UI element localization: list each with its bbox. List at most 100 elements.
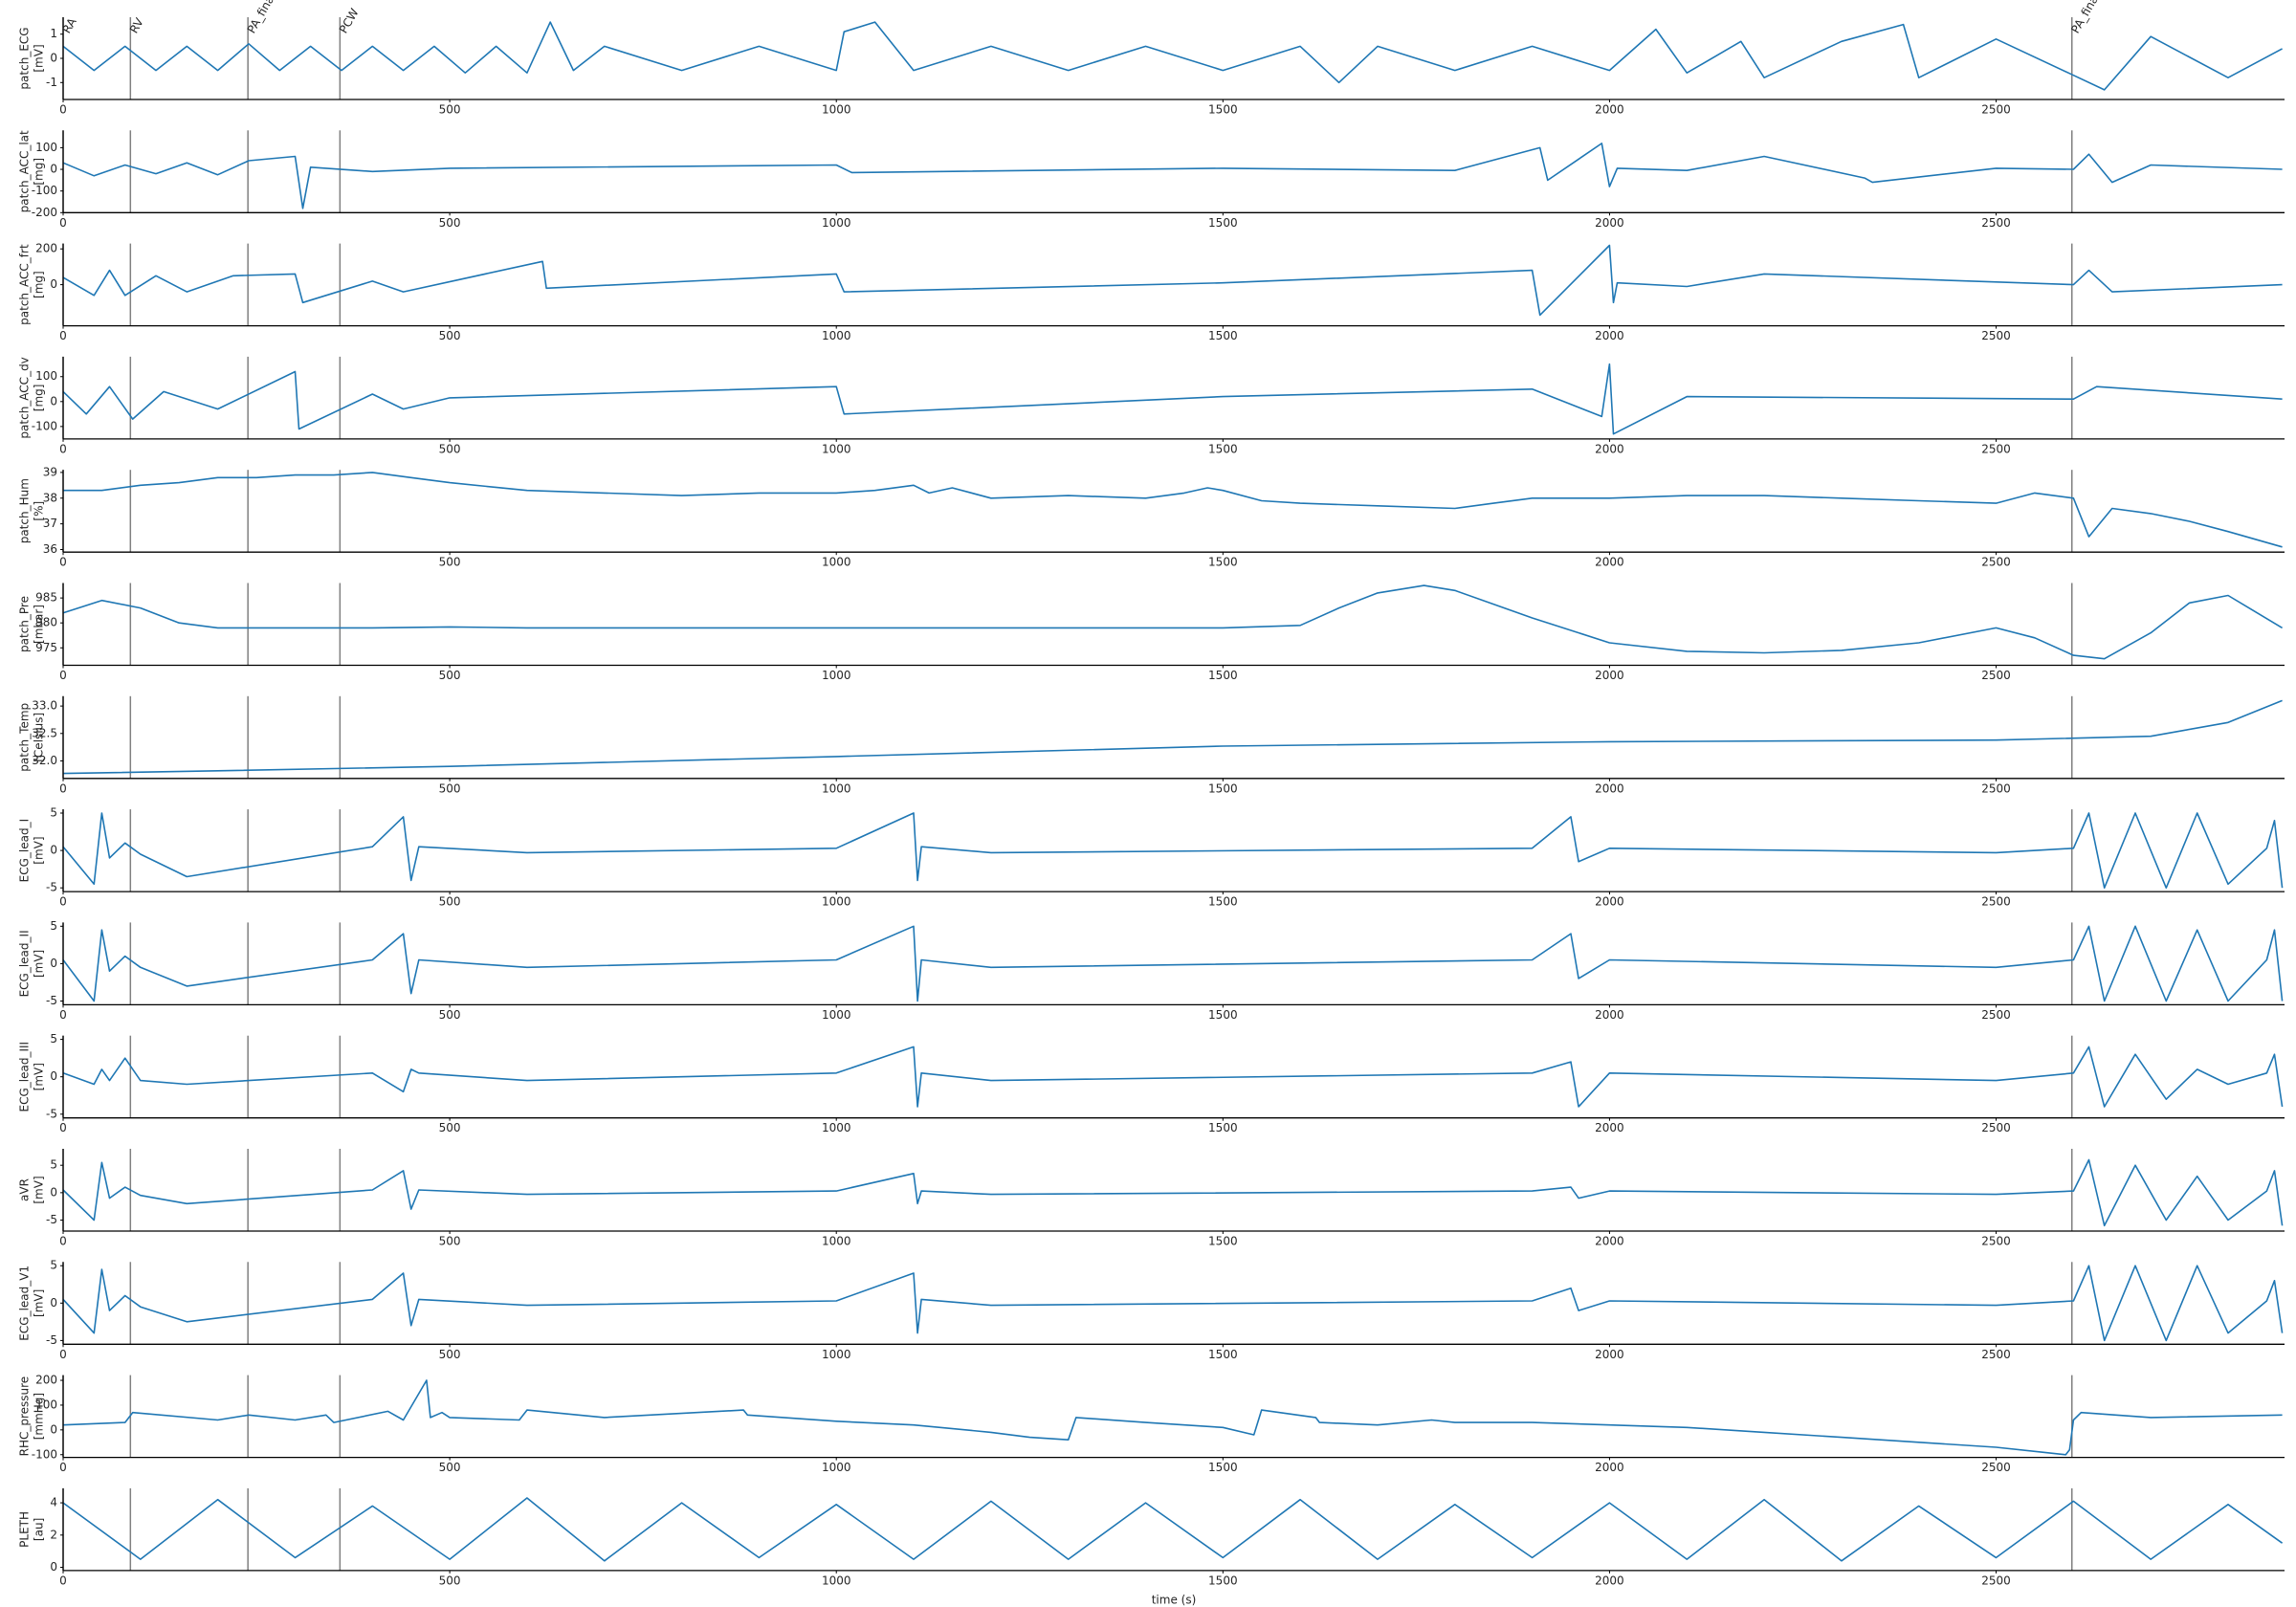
x-tick-label: 1000 <box>822 216 851 230</box>
x-tick-label: 500 <box>439 1348 461 1361</box>
x-tick-label: 1500 <box>1208 1348 1238 1361</box>
y-axis-label: patch_ACC_dv <box>18 357 32 438</box>
y-tick-label: 0 <box>50 1422 57 1436</box>
y-tick-label: -200 <box>32 206 57 219</box>
x-tick-label: 1000 <box>822 1461 851 1474</box>
y-axis-label: patch_Temp <box>18 703 32 772</box>
x-tick-label: 0 <box>59 1008 67 1022</box>
x-tick-label: 2500 <box>1981 103 2011 117</box>
x-tick-label: 2500 <box>1981 329 2011 342</box>
signal-line <box>62 1158 2284 1227</box>
x-tick-label: 0 <box>59 1121 67 1134</box>
y-tick-label: 5 <box>50 919 57 933</box>
y-tick-label: 5 <box>50 806 57 820</box>
y-tick-label: 975 <box>35 641 57 654</box>
x-tick-label: 1500 <box>1208 329 1238 342</box>
y-tick-label: 0 <box>50 1296 57 1310</box>
x-tick-label: 1000 <box>822 556 851 569</box>
y-axis-label: [mV] <box>33 44 46 72</box>
x-tick-label: 0 <box>59 103 67 117</box>
y-tick-label: 100 <box>35 369 57 383</box>
x-tick-label: 0 <box>59 781 67 795</box>
event-label: PA_final0 <box>245 0 282 35</box>
y-tick-label: 2 <box>50 1528 57 1541</box>
y-tick-label: 0 <box>50 1069 57 1083</box>
x-tick-label: 2000 <box>1595 1348 1624 1361</box>
panel: 0 500 1000 1500 2000 2500-1000100patch_ACC_dv… <box>18 356 2285 455</box>
y-axis-label: PLETH <box>18 1511 32 1548</box>
y-tick-label: 0 <box>50 957 57 970</box>
y-axis-label: ECG_lead_III <box>18 1042 32 1112</box>
x-tick-label: 2000 <box>1595 103 1624 117</box>
x-tick-label: 2500 <box>1981 1574 2011 1587</box>
y-axis-label: [mg] <box>33 158 46 186</box>
y-axis-label: RHC_pressure <box>18 1376 32 1457</box>
x-tick-label: 1000 <box>822 442 851 455</box>
y-tick-label: 33.0 <box>32 699 57 713</box>
x-tick-label: 0 <box>59 329 67 342</box>
y-tick-label: 37 <box>43 517 57 530</box>
x-tick-label: 2500 <box>1981 781 2011 795</box>
x-tick-label: 1500 <box>1208 556 1238 569</box>
y-tick-label: 200 <box>35 242 57 255</box>
signal-line <box>62 584 2284 660</box>
x-tick-label: 2500 <box>1981 1235 2011 1248</box>
x-tick-label: 1500 <box>1208 1008 1238 1022</box>
y-tick-label: 0 <box>50 277 57 291</box>
x-tick-label: 2500 <box>1981 1461 2011 1474</box>
x-tick-label: 1500 <box>1208 1235 1238 1248</box>
x-tick-label: 2500 <box>1981 1008 2011 1022</box>
x-tick-label: 1000 <box>822 329 851 342</box>
y-axis-label: patch_Hum <box>18 478 32 543</box>
y-axis-label: ECG_lead_I <box>18 819 32 883</box>
x-tick-label: 2000 <box>1595 1121 1624 1134</box>
y-axis-label: [mg] <box>33 385 46 412</box>
y-tick-label: 0 <box>50 1560 57 1574</box>
y-tick-label: 200 <box>35 1374 57 1387</box>
signal-line <box>62 699 2283 775</box>
event-label: PCW <box>337 6 362 35</box>
signal-line <box>62 1497 2284 1562</box>
signal-line <box>63 472 2283 548</box>
y-tick-label: 1 <box>50 27 57 40</box>
x-tick-label: 0 <box>59 1235 67 1248</box>
x-tick-label: 0 <box>59 1574 67 1587</box>
x-tick-label: 500 <box>439 216 461 230</box>
x-tick-label: 2000 <box>1595 1008 1624 1022</box>
y-axis-label: [mmHg] <box>33 1393 46 1440</box>
y-axis-label: [au] <box>33 1518 46 1541</box>
x-tick-label: 2500 <box>1981 895 2011 909</box>
x-tick-label: 500 <box>439 1008 461 1022</box>
x-tick-label: 1000 <box>822 1348 851 1361</box>
x-tick-label: 1000 <box>822 1235 851 1248</box>
y-axis-label: patch_Pre <box>18 596 32 652</box>
x-tick-label: 500 <box>439 103 461 117</box>
x-tick-label: 500 <box>439 329 461 342</box>
x-tick-label: 1500 <box>1208 1121 1238 1134</box>
y-tick-label: 980 <box>35 616 57 629</box>
y-tick-label: -5 <box>46 1333 57 1347</box>
signal-line <box>62 1265 2284 1342</box>
y-tick-label: 985 <box>35 591 57 605</box>
signal-line <box>62 925 2284 1002</box>
y-axis-label: [mV] <box>33 1289 46 1317</box>
x-tick-label: 2500 <box>1981 216 2011 230</box>
x-tick-label: 2000 <box>1595 442 1624 455</box>
x-tick-label: 1500 <box>1208 1574 1238 1587</box>
signal-line <box>62 812 2284 889</box>
x-tick-label: 2000 <box>1595 781 1624 795</box>
panel: 0 500 1000 1500 2000 2500 32.0 32.5 33.0patch_Te… <box>18 695 2285 795</box>
signal-line <box>62 244 2283 317</box>
y-tick-label: -1 <box>46 76 57 89</box>
signal-line <box>62 1379 2283 1456</box>
y-tick-label: 0 <box>50 394 57 407</box>
x-tick-label: 2500 <box>1981 669 2011 682</box>
y-tick-label: 32.0 <box>32 754 57 767</box>
x-tick-label: 500 <box>439 1574 461 1587</box>
x-tick-label: 500 <box>439 1235 461 1248</box>
y-tick-label: 100 <box>35 1398 57 1411</box>
x-tick-label: 2500 <box>1981 1121 2011 1134</box>
y-tick-label: -5 <box>46 881 57 894</box>
